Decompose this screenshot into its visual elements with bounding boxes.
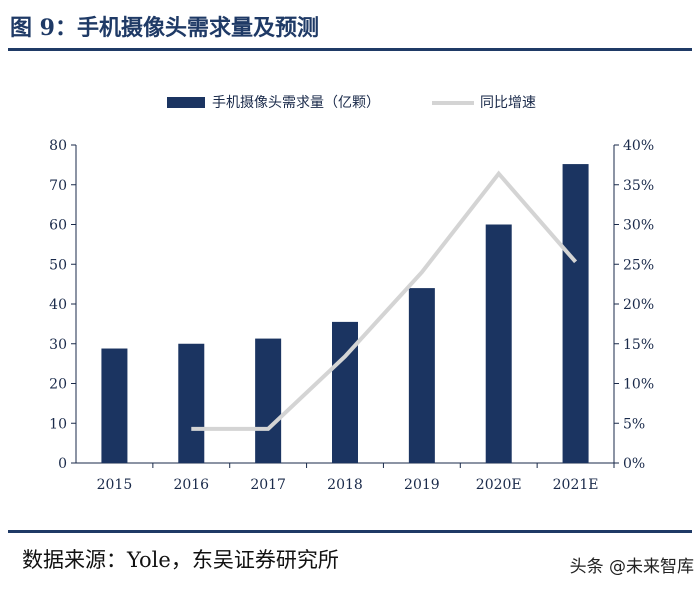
- left-tick-label: 80: [49, 138, 67, 154]
- bar-series: [101, 164, 589, 463]
- figure-header: 图 9：手机摄像头需求量及预测: [0, 0, 700, 50]
- left-tick-label: 60: [49, 218, 67, 234]
- top-rule: [8, 48, 692, 51]
- source-note: 数据来源：Yole，东吴证券研究所: [22, 548, 339, 572]
- right-axis-ticks: 0% 5% 10% 15% 20% 25% 30% 35% 40%: [614, 138, 654, 472]
- right-tick-label: 35%: [623, 178, 654, 194]
- legend: 手机摄像头需求量（亿颗） 同比增速: [167, 95, 536, 111]
- right-tick-label: 40%: [623, 138, 654, 154]
- x-axis-labels: 2015 2016 2017 2018 2019 2020E 2021E: [97, 463, 615, 493]
- x-tick-label: 2015: [97, 477, 133, 493]
- figure-title: 图 9：手机摄像头需求量及预测: [10, 15, 319, 41]
- x-tick-label: 2019: [404, 477, 440, 493]
- left-tick-label: 10: [49, 416, 67, 432]
- left-tick-label: 40: [49, 297, 67, 313]
- left-tick-label: 0: [58, 456, 67, 472]
- chart: 手机摄像头需求量（亿颗） 同比增速 0 10 20 30 40 50 60 70 80 0% 5%…: [49, 95, 654, 493]
- x-tick-label: 2016: [173, 477, 209, 493]
- legend-bar-swatch: [167, 97, 205, 108]
- left-tick-label: 30: [49, 337, 67, 353]
- x-tick-label: 2017: [250, 477, 286, 493]
- growth-line-series: [191, 170, 578, 431]
- watermark: 头条 @未来智库: [570, 552, 694, 577]
- right-tick-label: 30%: [623, 218, 654, 234]
- bar-2016: [178, 343, 205, 463]
- legend-line-label: 同比增速: [480, 95, 536, 111]
- right-tick-label: 25%: [623, 257, 654, 273]
- x-tick-label: 2018: [327, 477, 363, 493]
- bar-2015: [101, 348, 128, 463]
- growth-line: [191, 170, 578, 431]
- x-tick-label: 2020E: [476, 477, 522, 493]
- right-tick-label: 20%: [623, 297, 654, 313]
- watermark-text: 头条 @未来智库: [569, 557, 694, 577]
- left-tick-label: 20: [49, 377, 67, 393]
- right-tick-label: 5%: [623, 416, 645, 432]
- bar-2018: [332, 321, 358, 463]
- legend-bar-label: 手机摄像头需求量（亿颗）: [212, 95, 380, 111]
- left-axis-ticks: 0 10 20 30 40 50 60 70 80: [49, 138, 76, 472]
- right-tick-label: 15%: [623, 337, 654, 353]
- left-tick-label: 50: [49, 257, 67, 273]
- bar-2019: [408, 288, 435, 463]
- x-tick-label: 2021E: [553, 477, 599, 493]
- bar-2021E: [562, 164, 589, 463]
- bar-2020E: [485, 224, 512, 463]
- left-tick-label: 70: [49, 178, 67, 194]
- bar-2017: [255, 338, 282, 463]
- bottom-rule: [8, 530, 692, 533]
- right-tick-label: 10%: [623, 377, 654, 393]
- right-tick-label: 0%: [623, 456, 645, 472]
